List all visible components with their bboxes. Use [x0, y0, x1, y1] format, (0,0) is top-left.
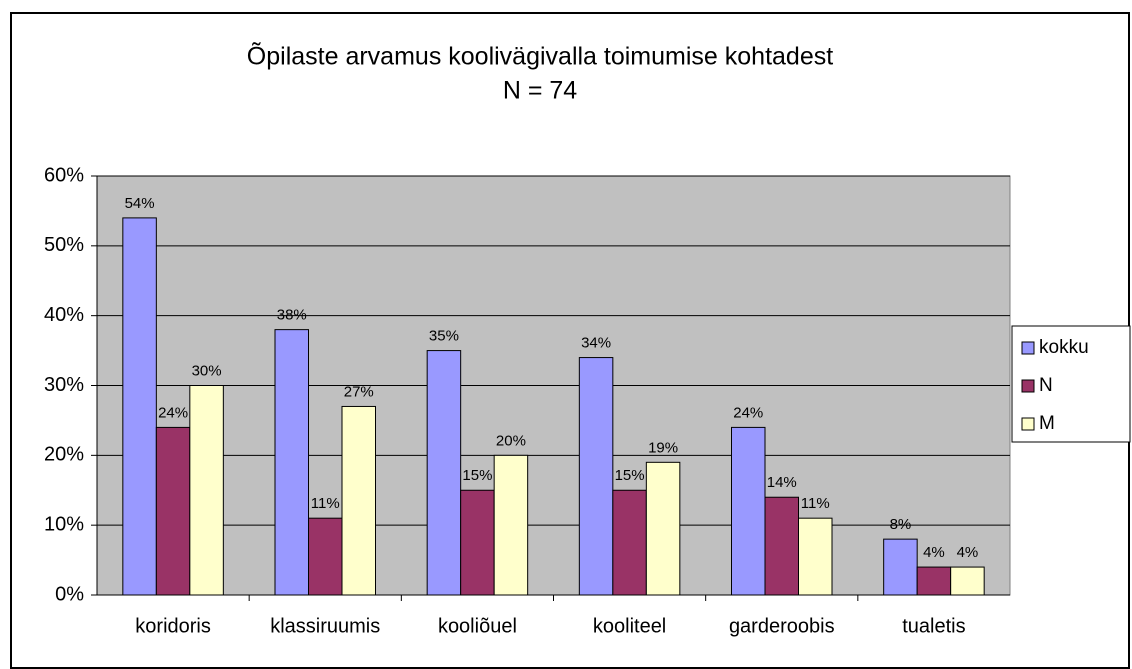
y-tick-label: 40%: [44, 304, 84, 326]
legend-label: M: [1039, 413, 1055, 434]
legend-swatch: [1021, 341, 1035, 355]
value-label: 4%: [957, 544, 979, 561]
value-label: 24%: [158, 404, 188, 421]
chart-subtitle: N = 74: [503, 77, 577, 105]
y-tick-label: 20%: [44, 444, 84, 466]
value-label: 15%: [615, 467, 645, 484]
bar: [950, 566, 985, 596]
value-label: 14%: [767, 474, 797, 491]
y-tick-label: 50%: [44, 234, 84, 256]
bar: [308, 517, 343, 596]
value-label: 54%: [125, 195, 155, 212]
bar: [274, 329, 309, 596]
bar: [460, 489, 495, 596]
bar: [189, 385, 224, 596]
x-tick-label: klassiruumis: [270, 615, 380, 637]
legend-swatch: [1021, 417, 1035, 431]
y-tick-label: 60%: [44, 164, 84, 186]
bar: [426, 350, 462, 596]
bar: [764, 496, 799, 596]
value-label: 34%: [581, 335, 611, 352]
value-label: 20%: [496, 432, 526, 449]
legend-label: kokku: [1039, 337, 1089, 358]
value-label: 15%: [462, 467, 492, 484]
bar: [578, 357, 614, 596]
value-label: 4%: [923, 544, 945, 561]
bar: [645, 461, 681, 596]
bar: [493, 454, 529, 596]
x-tick-label: garderoobis: [729, 615, 835, 637]
value-label: 35%: [429, 328, 459, 345]
chart-title: Õpilaste arvamus koolivägivalla toimumis…: [247, 42, 833, 71]
x-tick-label: koridoris: [135, 615, 211, 637]
value-label: 11%: [801, 495, 830, 512]
y-tick-label: 30%: [44, 374, 84, 396]
x-tick-label: kooliõuel: [438, 615, 517, 637]
value-label: 27%: [344, 383, 374, 400]
bar: [612, 489, 647, 596]
bar: [341, 405, 376, 596]
x-tick-label: tualetis: [902, 615, 965, 637]
bar: [798, 517, 833, 596]
value-label: 38%: [277, 307, 307, 324]
x-tick-label: kooliteel: [593, 615, 666, 637]
bar: [122, 217, 157, 596]
value-label: 19%: [648, 439, 678, 456]
bar: [916, 566, 952, 596]
value-label: 8%: [890, 516, 912, 533]
y-tick-label: 0%: [55, 583, 84, 605]
value-label: 24%: [733, 404, 763, 421]
legend-label: N: [1039, 375, 1053, 396]
value-label: 30%: [192, 362, 222, 379]
bar: [731, 426, 766, 596]
bar: [155, 426, 191, 596]
y-tick-label: 10%: [44, 513, 84, 535]
bar: [883, 538, 918, 596]
value-label: 11%: [311, 495, 340, 512]
legend-swatch: [1021, 379, 1035, 393]
